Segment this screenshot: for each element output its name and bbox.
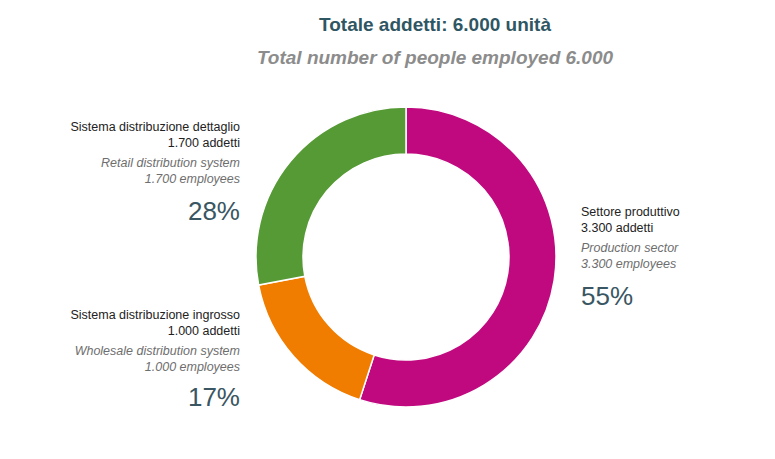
- employees-label-en: 1.700 employees: [145, 172, 240, 186]
- category-label-en: Production sector: [581, 241, 679, 255]
- category-label-en: Retail distribution system: [101, 156, 240, 170]
- employees-label: 3.300 addetti: [581, 221, 653, 235]
- employees-label-en: 3.300 employees: [581, 257, 676, 271]
- slice: [256, 107, 406, 285]
- chart-container: Totale addetti: 6.000 unità Total number …: [0, 0, 775, 459]
- employees-label-en: 1.000 employees: [145, 360, 240, 374]
- chart-svg: Totale addetti: 6.000 unità Total number …: [0, 0, 775, 459]
- slice: [259, 276, 375, 399]
- value-label: 55%: [581, 281, 633, 311]
- employees-label: 1.000 addetti: [168, 324, 240, 338]
- employees-label: 1.700 addetti: [168, 136, 240, 150]
- category-label: Sistema distribuzione ingrosso: [70, 308, 240, 322]
- title: Totale addetti: 6.000 unità: [319, 14, 551, 35]
- subtitle: Total number of people employed 6.000: [257, 47, 614, 68]
- labels: Settore produttivo 3.300 addetti Productio…: [70, 120, 679, 412]
- category-label: Sistema distribuzione dettaglio: [70, 120, 240, 134]
- category-label: Settore produttivo: [581, 205, 680, 219]
- value-label: 28%: [188, 196, 240, 226]
- value-label: 17%: [188, 382, 240, 412]
- category-label-en: Wholesale distribution system: [75, 344, 240, 358]
- slices: [256, 107, 556, 407]
